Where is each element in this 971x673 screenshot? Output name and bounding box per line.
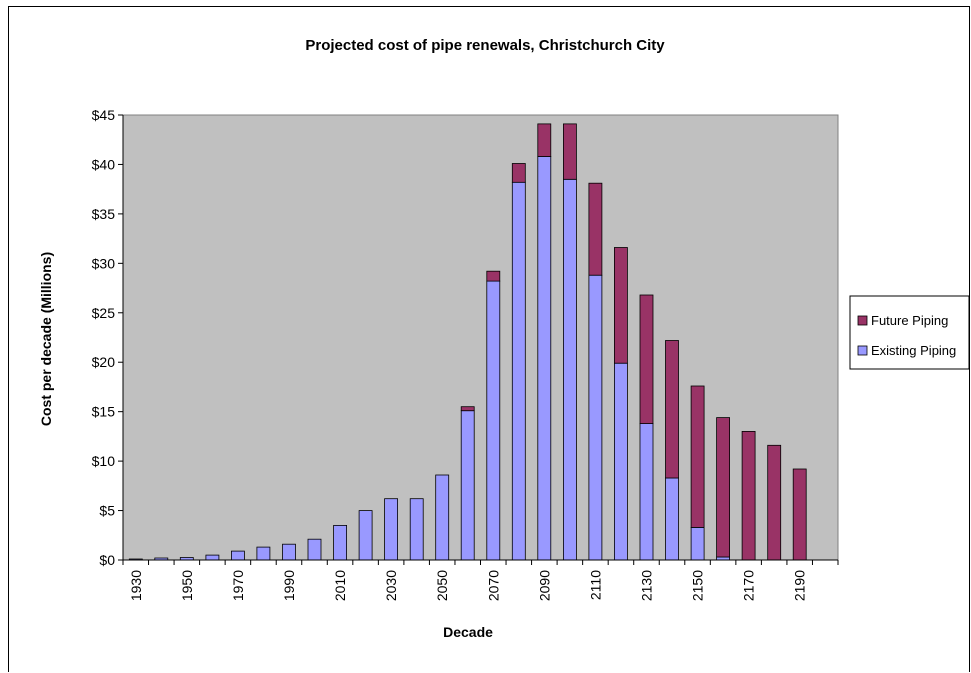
bar-existing-1960 — [205, 554, 220, 561]
y-tick-label: $5 — [99, 503, 115, 519]
bar-future-2110 — [588, 182, 603, 276]
x-tick-label: 1970 — [230, 570, 246, 601]
bar-existing-2050 — [435, 474, 450, 561]
x-tick-label: 1990 — [281, 570, 297, 601]
y-tick-label: $15 — [92, 404, 116, 420]
bar-existing-2120 — [614, 362, 628, 561]
bar-existing-2070 — [486, 280, 501, 561]
x-tick-label: 2070 — [485, 570, 501, 601]
x-tick-label: 2050 — [434, 570, 450, 601]
y-tick-label: $20 — [92, 354, 116, 370]
bars-group — [128, 123, 807, 561]
bar-existing-2090 — [537, 156, 552, 561]
x-tick-label: 2130 — [639, 570, 655, 601]
bar-future-2150 — [690, 385, 705, 528]
bar-existing-1980 — [256, 546, 271, 561]
bar-future-2070 — [486, 270, 501, 282]
x-tick-label: 2150 — [690, 570, 706, 601]
y-tick-label: $25 — [92, 305, 116, 321]
y-tick-label: $10 — [92, 453, 116, 469]
y-tick-label: $0 — [99, 552, 115, 568]
bar-existing-2040 — [409, 498, 424, 561]
bar-existing-2060 — [460, 410, 475, 561]
x-tick-label: 2010 — [332, 570, 348, 601]
bar-existing-1990 — [282, 543, 296, 561]
x-axis-title: Decade — [443, 624, 493, 640]
bar-existing-2010 — [333, 525, 348, 561]
bar-existing-2130 — [639, 423, 654, 561]
legend-label-future: Future Piping — [871, 313, 948, 328]
bar-future-2100 — [563, 123, 577, 180]
bar-existing-2030 — [384, 498, 399, 561]
legend-swatch-existing — [857, 345, 868, 356]
y-tick-label: $30 — [92, 255, 116, 271]
x-tick-label: 1930 — [128, 570, 144, 601]
bar-existing-2110 — [588, 274, 603, 561]
y-tick-label: $40 — [92, 156, 116, 172]
plot-area — [122, 114, 839, 561]
bar-future-2090 — [537, 123, 552, 157]
legend-box — [849, 295, 970, 370]
bar-future-2120 — [614, 247, 628, 364]
bar-existing-2020 — [358, 510, 373, 561]
x-axis: 1930 1950 1970 1990 2010 2030 2050 2070 2090 2110… — [122, 559, 839, 601]
x-tick-label: 2090 — [536, 570, 552, 601]
bar-future-2180 — [767, 444, 782, 561]
bar-future-2080 — [511, 163, 526, 183]
x-tick-label: 2030 — [383, 570, 399, 601]
bar-existing-2000 — [307, 538, 322, 561]
x-tick-label: 2190 — [792, 570, 808, 601]
bar-future-2140 — [665, 340, 679, 479]
bar-future-2060 — [460, 406, 475, 412]
legend-label-existing: Existing Piping — [871, 343, 956, 358]
x-tick-label: 1950 — [179, 570, 195, 601]
y-tick-label: $35 — [92, 206, 116, 222]
chart-title: Projected cost of pipe renewals, Christc… — [305, 37, 665, 54]
bar-existing-2100 — [563, 178, 577, 561]
y-tick-label: $45 — [92, 107, 116, 123]
bar-existing-1970 — [230, 550, 245, 561]
legend: Future Piping Existing Piping — [849, 295, 970, 370]
bar-future-2170 — [741, 430, 756, 561]
y-axis: $0 $5 $10 $15 $20 $25 $30 $35 $40 $45 — [92, 107, 124, 568]
bar-existing-2080 — [511, 181, 526, 561]
bar-existing-2150 — [690, 527, 705, 561]
bar-future-2160 — [716, 417, 730, 558]
bar-existing-2140 — [665, 477, 679, 561]
x-tick-label: 2110 — [587, 570, 603, 600]
y-axis-title: Cost per decade (Millions) — [38, 252, 54, 426]
legend-swatch-future — [857, 315, 868, 326]
bar-future-2190 — [792, 468, 807, 561]
bar-future-2130 — [639, 294, 654, 425]
x-tick-label: 2170 — [741, 570, 757, 601]
